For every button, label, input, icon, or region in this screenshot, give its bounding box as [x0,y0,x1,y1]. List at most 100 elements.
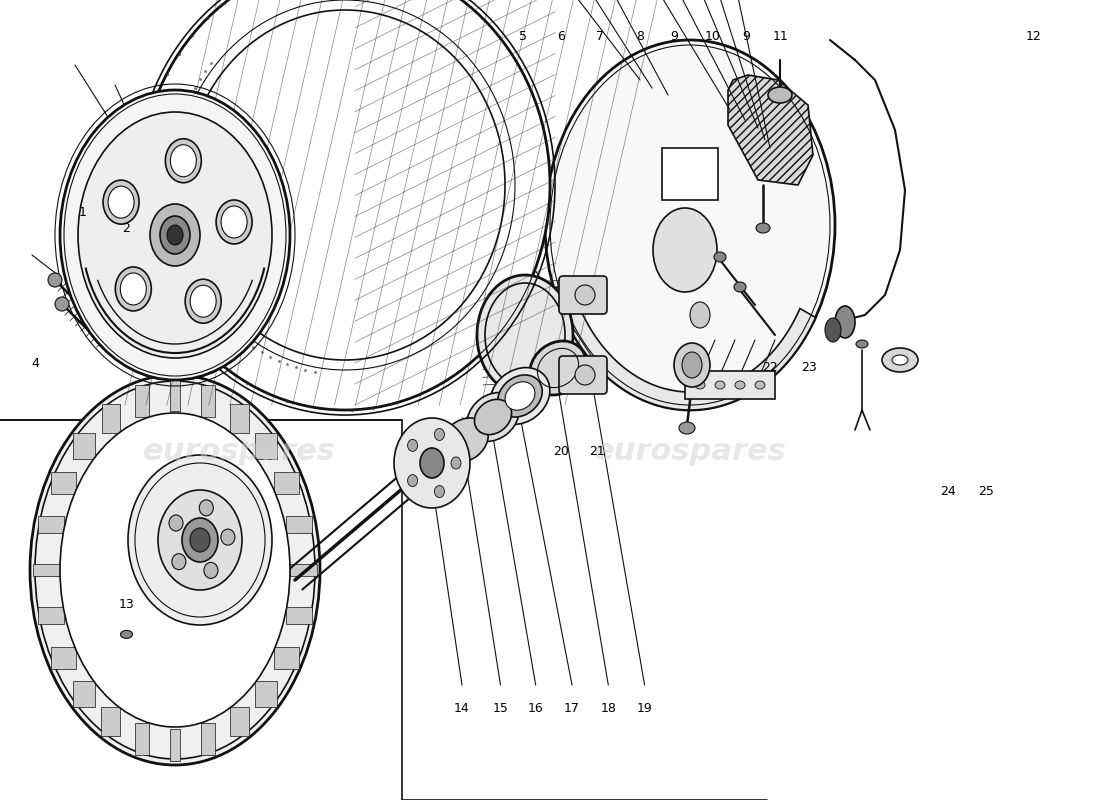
Text: eurospares: eurospares [594,438,786,466]
Text: eurospares: eurospares [143,438,336,466]
Bar [170,379,180,411]
Bar [230,707,249,736]
Ellipse shape [674,343,710,387]
Text: 22: 22 [762,362,778,374]
Ellipse shape [544,40,835,410]
Text: 1: 1 [78,206,87,218]
Ellipse shape [474,399,512,434]
Text: 5: 5 [518,30,527,42]
Ellipse shape [408,474,418,486]
Text: 23: 23 [801,362,816,374]
Ellipse shape [434,486,444,498]
Bar [201,723,216,754]
Ellipse shape [182,518,218,562]
Ellipse shape [530,341,586,395]
Ellipse shape [856,340,868,348]
Polygon shape [728,75,813,185]
Ellipse shape [505,382,535,410]
Bar [134,723,148,754]
Ellipse shape [451,457,461,469]
Ellipse shape [575,365,595,385]
Ellipse shape [755,381,764,389]
FancyBboxPatch shape [559,356,607,394]
Ellipse shape [695,381,705,389]
Ellipse shape [172,554,186,570]
Bar [37,516,64,534]
Bar [101,404,120,433]
Ellipse shape [165,138,201,182]
Ellipse shape [190,286,217,318]
FancyBboxPatch shape [559,276,607,314]
Text: 15: 15 [493,702,508,714]
Bar [52,471,76,494]
Text: 6: 6 [557,30,565,42]
Ellipse shape [48,273,62,287]
Bar [37,606,64,624]
Ellipse shape [116,267,152,311]
Ellipse shape [108,186,134,218]
Ellipse shape [121,630,132,638]
Ellipse shape [682,352,702,378]
Ellipse shape [756,223,770,233]
Text: 10: 10 [705,30,720,42]
Text: 12: 12 [1026,30,1042,42]
Text: 7: 7 [595,30,604,42]
Ellipse shape [169,515,183,531]
Ellipse shape [158,490,242,590]
Ellipse shape [167,225,183,245]
Bar [170,729,180,761]
Text: 2: 2 [122,222,131,234]
Text: 18: 18 [601,702,616,714]
Bar [274,471,298,494]
Polygon shape [553,282,815,410]
Ellipse shape [78,112,272,358]
Ellipse shape [394,418,470,508]
Ellipse shape [55,297,69,311]
Ellipse shape [103,180,139,224]
Ellipse shape [715,381,725,389]
Text: 14: 14 [454,702,470,714]
Ellipse shape [199,500,213,516]
Text: 9: 9 [741,30,750,42]
Bar [33,564,60,576]
Bar [274,646,298,669]
Ellipse shape [468,393,519,442]
Ellipse shape [140,0,550,410]
Ellipse shape [185,279,221,323]
Ellipse shape [420,448,444,478]
Ellipse shape [498,375,542,417]
Bar [255,433,277,459]
Ellipse shape [477,275,573,395]
Ellipse shape [768,87,792,103]
Ellipse shape [60,413,290,727]
Bar [255,681,277,707]
Ellipse shape [190,528,210,552]
Text: 25: 25 [978,486,993,498]
Text: 8: 8 [636,30,645,42]
Ellipse shape [216,200,252,244]
Ellipse shape [170,145,197,177]
Ellipse shape [120,273,146,305]
Text: 16: 16 [528,702,543,714]
Text: 20: 20 [553,446,569,458]
Ellipse shape [221,206,248,238]
Text: 4: 4 [31,358,40,370]
Text: 11: 11 [773,30,789,42]
Ellipse shape [491,367,550,425]
Bar [230,404,249,433]
Ellipse shape [653,208,717,292]
Text: 21: 21 [590,446,605,458]
Ellipse shape [408,439,418,451]
Bar [286,516,312,534]
Ellipse shape [30,375,320,765]
Ellipse shape [835,306,855,338]
Text: 17: 17 [564,702,580,714]
Text: 24: 24 [940,486,956,498]
Bar [52,646,76,669]
Ellipse shape [221,529,235,545]
Ellipse shape [150,204,200,266]
Ellipse shape [185,10,505,360]
Ellipse shape [735,381,745,389]
Ellipse shape [825,318,842,342]
Ellipse shape [734,282,746,292]
